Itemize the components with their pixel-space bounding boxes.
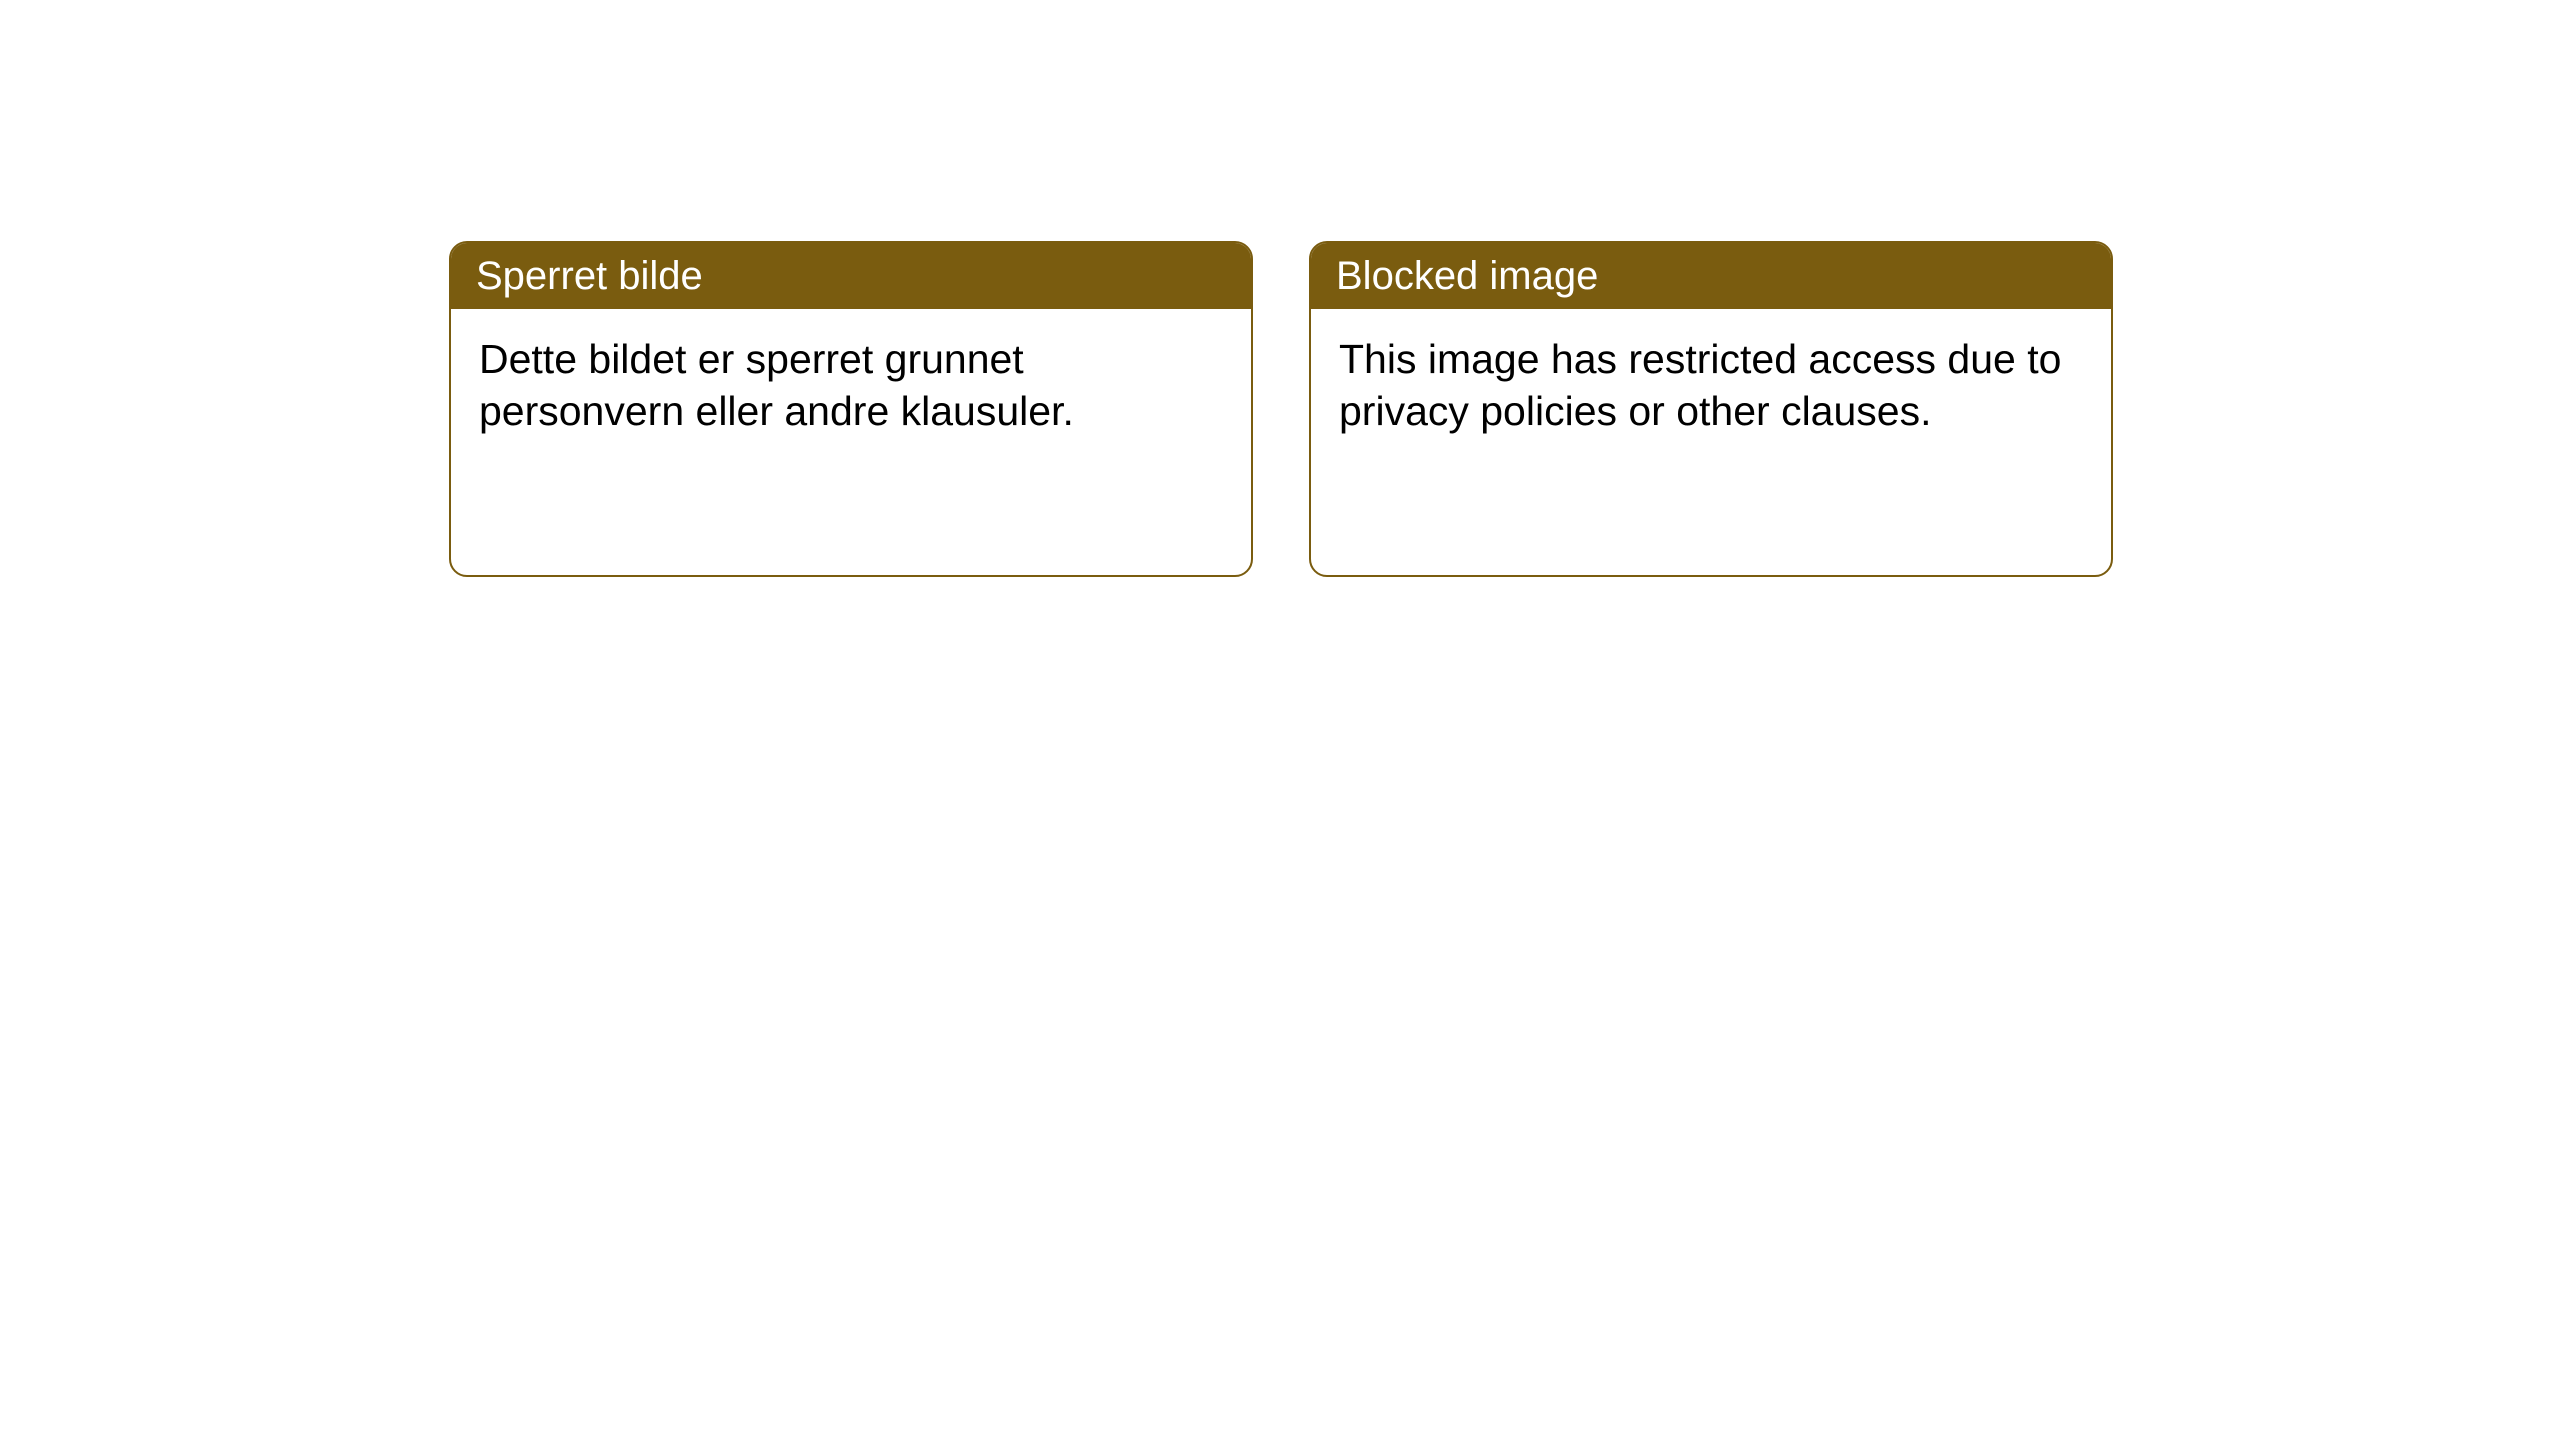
notice-box-english: Blocked image This image has restricted … bbox=[1309, 241, 2113, 577]
notice-body-text: Dette bildet er sperret grunnet personve… bbox=[479, 336, 1074, 434]
notice-body: Dette bildet er sperret grunnet personve… bbox=[451, 309, 1251, 462]
notice-header: Sperret bilde bbox=[451, 243, 1251, 309]
notice-box-norwegian: Sperret bilde Dette bildet er sperret gr… bbox=[449, 241, 1253, 577]
notice-title: Blocked image bbox=[1336, 254, 1598, 298]
notice-container: Sperret bilde Dette bildet er sperret gr… bbox=[0, 0, 2560, 577]
notice-body-text: This image has restricted access due to … bbox=[1339, 336, 2061, 434]
notice-header: Blocked image bbox=[1311, 243, 2111, 309]
notice-title: Sperret bilde bbox=[476, 254, 703, 298]
notice-body: This image has restricted access due to … bbox=[1311, 309, 2111, 462]
